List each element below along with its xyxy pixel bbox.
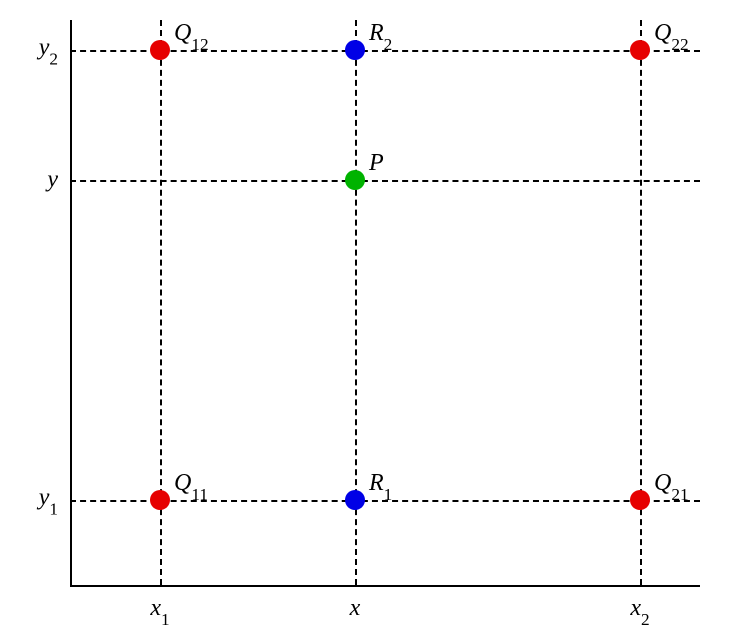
y-tick-label-y2: y2 bbox=[39, 35, 58, 66]
point-label-Q12: Q12 bbox=[174, 20, 209, 51]
point-label-P: P bbox=[369, 150, 384, 177]
point-Q22 bbox=[630, 40, 650, 60]
x-tick-label-x2: x2 bbox=[630, 595, 649, 626]
interpolation-diagram: Q12 R2 Q22 P Q11 R1 Q21 x1 x x2 y2 y y1 bbox=[0, 0, 738, 643]
x-tick-label-x1: x1 bbox=[150, 595, 169, 626]
gridline-y bbox=[70, 180, 700, 182]
point-label-Q22: Q22 bbox=[654, 20, 689, 51]
point-Q12 bbox=[150, 40, 170, 60]
x-tick-label-x: x bbox=[350, 595, 361, 622]
point-Q21 bbox=[630, 490, 650, 510]
point-Q11 bbox=[150, 490, 170, 510]
point-label-R2: R2 bbox=[369, 20, 392, 51]
point-label-Q11: Q11 bbox=[174, 470, 208, 501]
point-label-R1: R1 bbox=[369, 470, 392, 501]
point-R1 bbox=[345, 490, 365, 510]
point-P bbox=[345, 170, 365, 190]
y-tick-label-y1: y1 bbox=[39, 485, 58, 516]
x-axis-line bbox=[70, 585, 700, 587]
y-tick-label-y: y bbox=[47, 167, 58, 194]
point-label-Q21: Q21 bbox=[654, 470, 689, 501]
point-R2 bbox=[345, 40, 365, 60]
